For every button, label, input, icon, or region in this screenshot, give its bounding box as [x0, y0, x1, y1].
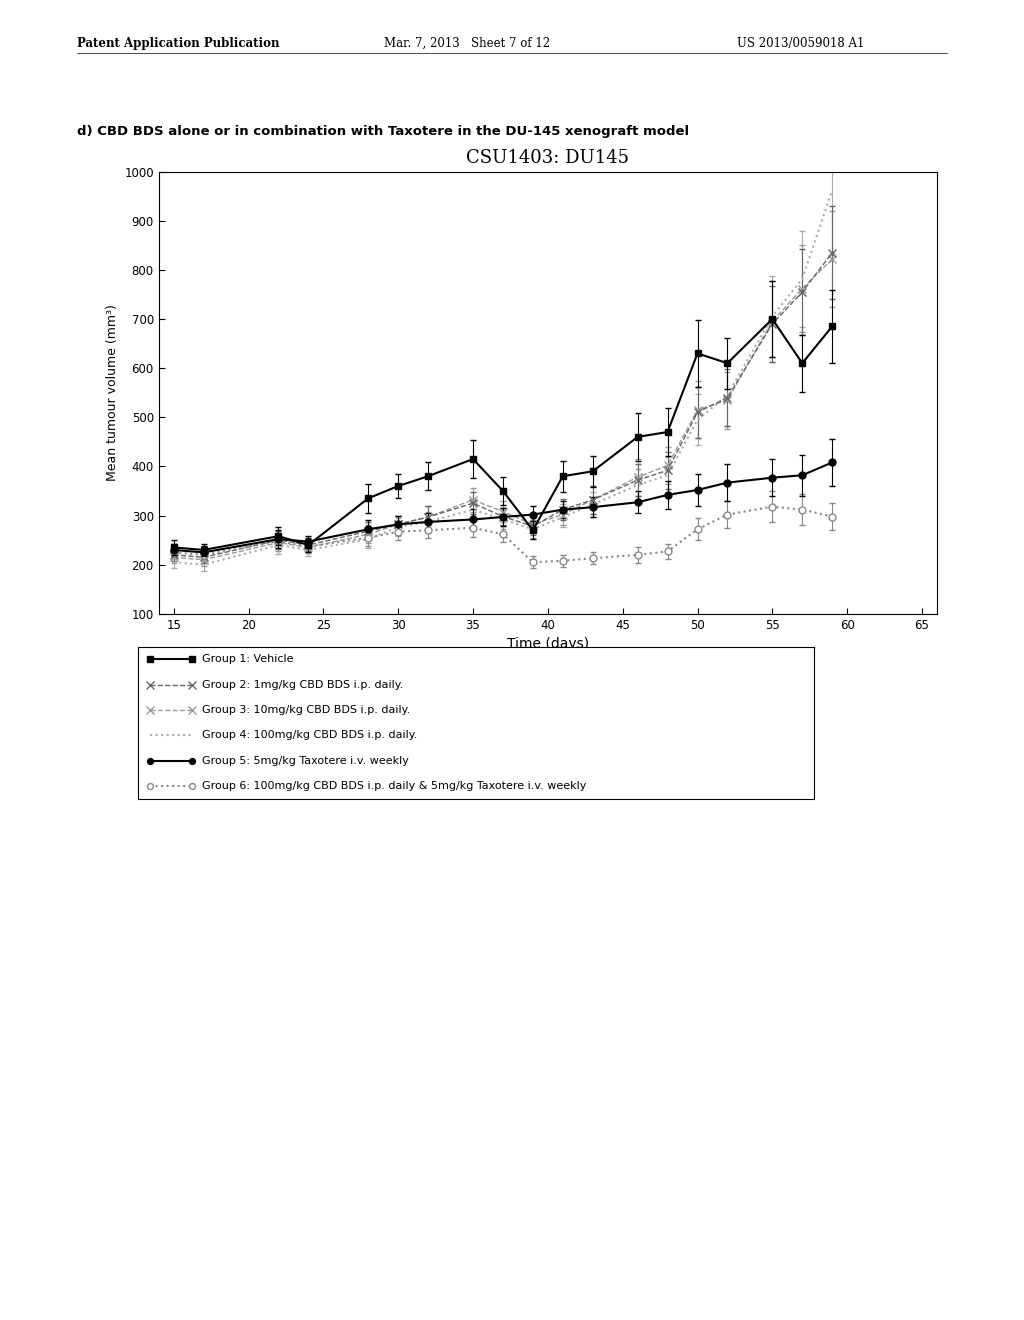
Text: Group 2: 1mg/kg CBD BDS i.p. daily.: Group 2: 1mg/kg CBD BDS i.p. daily. [203, 680, 403, 690]
Text: Group 6: 100mg/kg CBD BDS i.p. daily & 5mg/kg Taxotere i.v. weekly: Group 6: 100mg/kg CBD BDS i.p. daily & 5… [203, 781, 587, 791]
Title: CSU1403: DU145: CSU1403: DU145 [466, 149, 630, 168]
Text: Patent Application Publication: Patent Application Publication [77, 37, 280, 50]
Text: d) CBD BDS alone or in combination with Taxotere in the DU-145 xenograft model: d) CBD BDS alone or in combination with … [77, 125, 689, 139]
Text: Group 3: 10mg/kg CBD BDS i.p. daily.: Group 3: 10mg/kg CBD BDS i.p. daily. [203, 705, 411, 715]
Text: Group 1: Vehicle: Group 1: Vehicle [203, 655, 294, 664]
X-axis label: Time (days): Time (days) [507, 638, 589, 651]
Text: Group 5: 5mg/kg Taxotere i.v. weekly: Group 5: 5mg/kg Taxotere i.v. weekly [203, 755, 410, 766]
Y-axis label: Mean tumour volume (mm³): Mean tumour volume (mm³) [105, 305, 119, 480]
Text: Group 4: 100mg/kg CBD BDS i.p. daily.: Group 4: 100mg/kg CBD BDS i.p. daily. [203, 730, 418, 741]
Text: Mar. 7, 2013   Sheet 7 of 12: Mar. 7, 2013 Sheet 7 of 12 [384, 37, 550, 50]
Text: US 2013/0059018 A1: US 2013/0059018 A1 [737, 37, 864, 50]
